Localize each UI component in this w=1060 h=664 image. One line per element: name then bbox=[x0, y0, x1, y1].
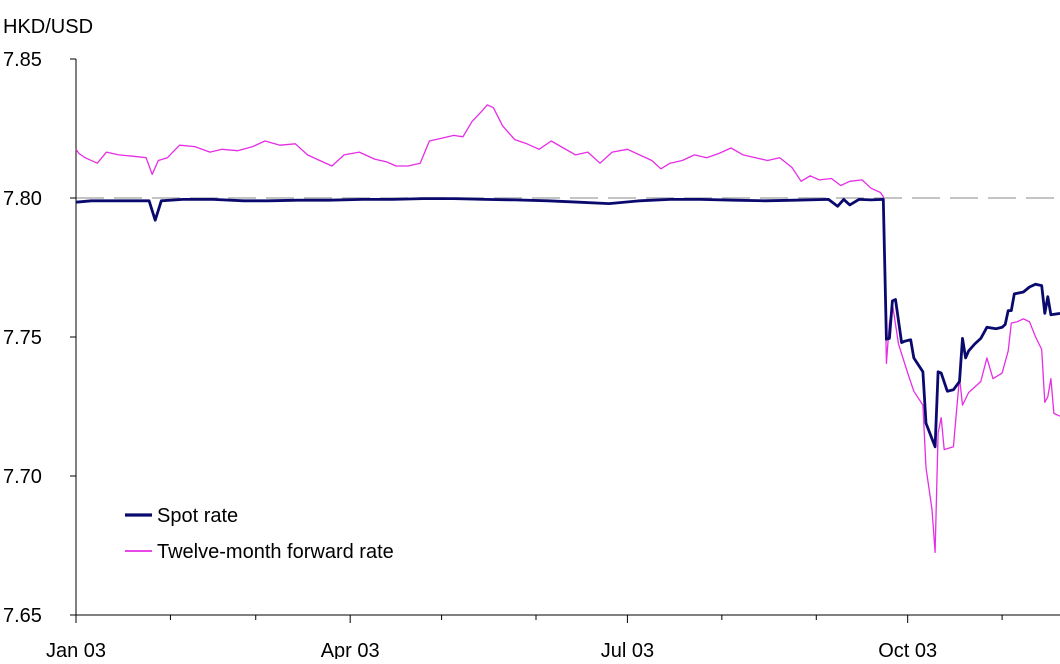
legend-label-forward-rate: Twelve-month forward rate bbox=[157, 541, 394, 563]
y-axis-unit-label: HKD/USD bbox=[3, 16, 93, 38]
spot-rate-line bbox=[75, 197, 1060, 449]
x-tick-label: Jan 03 bbox=[46, 640, 106, 659]
series-layer bbox=[75, 104, 1060, 554]
y-tick-label: 7.75 bbox=[3, 327, 42, 349]
y-tick-label: 7.80 bbox=[3, 188, 42, 210]
x-tick-label: Jul 03 bbox=[601, 640, 654, 659]
legend: Spot rate Twelve-month forward rate bbox=[125, 505, 394, 563]
forward-rate-line bbox=[75, 104, 1060, 554]
y-tick-label: 7.70 bbox=[3, 466, 42, 488]
legend-label-spot-rate: Spot rate bbox=[157, 505, 238, 527]
x-tick-label: Oct 03 bbox=[878, 640, 937, 659]
y-tick-label: 7.65 bbox=[3, 605, 42, 627]
x-tick-label: Apr 03 bbox=[321, 640, 380, 659]
y-tick-label: 7.85 bbox=[3, 49, 42, 71]
